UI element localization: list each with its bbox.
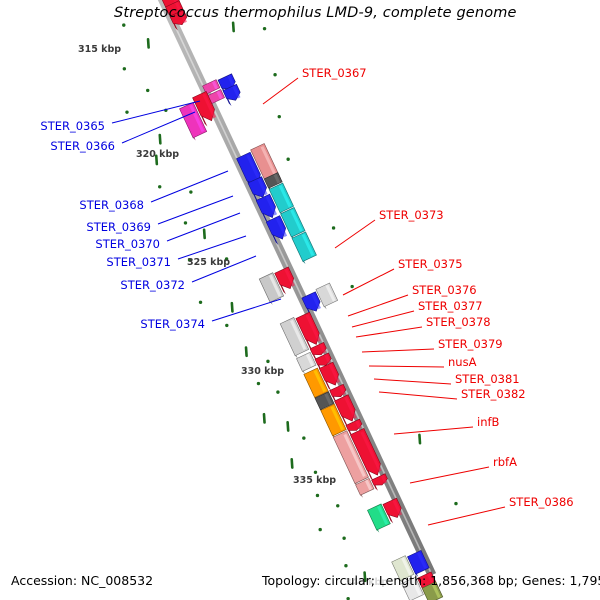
gene-label-ster_0370[interactable]: STER_0370 [95, 237, 160, 251]
gene-label-ster_0369[interactable]: STER_0369 [86, 220, 151, 234]
gene-label-ster_0381[interactable]: STER_0381 [455, 372, 520, 386]
genome-axis[interactable] [157, 0, 437, 577]
gene-feature[interactable] [222, 83, 241, 107]
gene-feature[interactable] [345, 418, 363, 437]
gene-feature[interactable] [320, 403, 347, 439]
gene-label-ster_0368[interactable]: STER_0368 [79, 198, 144, 212]
gene-feature[interactable] [263, 172, 283, 191]
gene-label-ster_0379[interactable]: STER_0379 [438, 337, 503, 351]
gene-label-nusa[interactable]: nusA [448, 355, 477, 369]
gene-feature-layer[interactable] [150, 0, 444, 600]
gene-feature[interactable] [268, 182, 295, 216]
gene-feature[interactable] [329, 383, 347, 403]
gene-feature[interactable] [247, 176, 268, 204]
gene-feature[interactable] [295, 311, 321, 351]
gene-feature[interactable] [332, 430, 369, 487]
gene-feature[interactable] [265, 215, 288, 245]
gene-feature[interactable] [250, 143, 281, 188]
gene-feature[interactable] [391, 555, 415, 584]
gene-feature[interactable] [371, 473, 388, 491]
gene-label-ster_0382[interactable]: STER_0382 [461, 387, 526, 401]
gene-feature[interactable] [274, 266, 295, 295]
gene-label-ster_0365[interactable]: STER_0365 [40, 119, 105, 133]
gene-label-ster_0386[interactable]: STER_0386 [509, 495, 574, 509]
gene-feature[interactable] [258, 272, 285, 305]
label-leader-lines [111, 77, 506, 526]
gene-label-ster_0367[interactable]: STER_0367 [302, 66, 367, 80]
gene-feature[interactable] [318, 361, 340, 391]
gene-feature[interactable] [355, 477, 375, 498]
axis-tick-label: 340 kbp [345, 577, 389, 588]
page-title: Streptococcus thermophilus LMD-9, comple… [114, 5, 517, 21]
gene-feature[interactable] [303, 367, 329, 401]
gene-feature[interactable] [280, 207, 306, 240]
gene-label-ster_0373[interactable]: STER_0373 [379, 208, 444, 222]
gene-feature[interactable] [401, 576, 424, 600]
gene-feature[interactable] [334, 394, 357, 427]
gene-feature[interactable] [315, 282, 339, 310]
gene-feature[interactable] [314, 352, 332, 372]
gene-label-ster_0376[interactable]: STER_0376 [412, 283, 477, 297]
trna-marker-layer [122, 21, 458, 600]
axis-tick-label: 315 kbp [78, 44, 122, 55]
gene-label-ster_0371[interactable]: STER_0371 [106, 255, 171, 269]
gene-feature[interactable] [407, 549, 430, 577]
gene-label-ster_0378[interactable]: STER_0378 [426, 315, 491, 329]
gene-label-ster_0366[interactable]: STER_0366 [50, 139, 115, 153]
axis-tick-label: 335 kbp [293, 475, 337, 486]
gene-feature[interactable] [279, 317, 310, 359]
gene-feature[interactable] [296, 351, 317, 375]
gene-feature[interactable] [255, 193, 278, 224]
gene-feature[interactable] [192, 90, 217, 127]
gene-label-ster_0377[interactable]: STER_0377 [418, 299, 483, 313]
gene-feature[interactable] [349, 427, 382, 481]
gene-feature[interactable] [367, 503, 391, 533]
gene-label-rbfa[interactable]: rbfA [493, 455, 517, 469]
gene-feature[interactable] [309, 341, 327, 361]
gene-label-ster_0375[interactable]: STER_0375 [398, 257, 463, 271]
gene-label-ster_0372[interactable]: STER_0372 [120, 278, 185, 292]
gene-feature[interactable] [382, 497, 403, 524]
axis-tick-label: 325 kbp [187, 257, 231, 268]
gene-feature[interactable] [291, 231, 317, 265]
axis-tick-label: 330 kbp [241, 366, 285, 377]
gene-label-infb[interactable]: infB [477, 415, 500, 429]
axis-tick-label: 320 kbp [136, 149, 180, 160]
gene-label-ster_0374[interactable]: STER_0374 [140, 317, 205, 331]
gene-feature[interactable] [314, 391, 335, 413]
gene-feature[interactable] [169, 9, 188, 31]
gene-feature[interactable] [421, 581, 444, 600]
